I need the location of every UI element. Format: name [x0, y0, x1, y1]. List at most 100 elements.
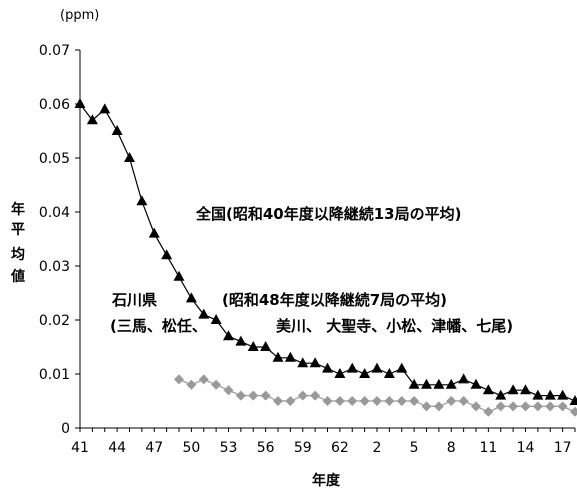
- series-2-point: [557, 401, 568, 412]
- series-1-point: [470, 378, 482, 389]
- series-2-point: [186, 379, 197, 390]
- series-2-point: [532, 401, 543, 412]
- series-markers: [74, 98, 577, 417]
- x-tick-label: 2: [373, 440, 382, 456]
- series-1-point: [544, 389, 556, 400]
- series-1-point: [284, 351, 296, 362]
- series-1-point: [396, 362, 408, 373]
- series-2-point: [359, 396, 370, 406]
- x-tick-label: 47: [145, 440, 163, 456]
- y-axis-label-char-2: 平: [11, 222, 25, 238]
- series-2-point: [223, 385, 234, 396]
- series-1-point: [210, 314, 222, 324]
- y-tick-label: 0.01: [39, 367, 70, 383]
- x-tick-label: 17: [554, 440, 572, 456]
- annotation-ishikawa-stations-a: (三馬、松任、: [110, 317, 207, 335]
- axes: [79, 50, 575, 429]
- series-1-point: [520, 384, 531, 395]
- y-tick-label: 0.07: [39, 43, 70, 59]
- series-2-point: [211, 379, 222, 390]
- series-2-point: [458, 396, 469, 406]
- series-1-point: [136, 195, 148, 206]
- series-1-point: [173, 270, 185, 281]
- series-2-point: [248, 390, 259, 401]
- series-2-point: [396, 396, 407, 406]
- series-2-point: [372, 396, 382, 406]
- series-1-point: [421, 378, 432, 389]
- x-tick-label: 41: [71, 440, 89, 456]
- x-tick-label: 11: [479, 440, 497, 456]
- series-line-1: [79, 103, 576, 402]
- series-2-point: [198, 374, 209, 385]
- series-1-point: [445, 378, 457, 389]
- y-tick-label: 0.06: [39, 97, 70, 113]
- y-tick-label: 0.03: [39, 259, 70, 275]
- annotation-ishikawa-stations-count: (昭和48年度以降継続7局の平均): [222, 291, 448, 309]
- series-1-point: [495, 389, 507, 400]
- series-2-point: [322, 396, 333, 406]
- series-1-point: [346, 362, 358, 373]
- series-1-point: [408, 378, 420, 389]
- series-1-point: [507, 384, 519, 395]
- x-tick-label: 59: [294, 440, 312, 456]
- series-1-point: [185, 292, 197, 303]
- series-1-point: [260, 341, 272, 351]
- series-2-point: [483, 406, 494, 417]
- series-2-point: [260, 390, 271, 401]
- series-2-point: [347, 396, 358, 406]
- y-tick-label: 0: [61, 421, 70, 437]
- x-tick-label: 53: [220, 440, 238, 456]
- series-2-point: [433, 401, 444, 412]
- y-tick-label: 0.04: [39, 205, 70, 221]
- series-1-point: [86, 114, 98, 125]
- x-tick-label: 14: [517, 440, 535, 456]
- series-2-point: [297, 390, 308, 401]
- series-2-point: [421, 401, 432, 412]
- series-2-point: [570, 406, 577, 417]
- x-tick-label: 62: [331, 440, 349, 456]
- x-tick-label: 44: [108, 440, 126, 456]
- series-1-point: [148, 227, 160, 238]
- series-1-point: [334, 368, 346, 378]
- y-tick-label: 0.02: [39, 313, 70, 329]
- series-1-point: [322, 362, 333, 373]
- series-1-point: [74, 98, 86, 108]
- series-1-point: [359, 368, 371, 378]
- series-1-point: [309, 357, 321, 368]
- x-tick-label: 5: [410, 440, 419, 456]
- y-axis-ticks: 0 0.01 0.02 0.03 0.04 0.05 0.06 0.07: [39, 43, 80, 437]
- y-axis-label-char-1: 年: [11, 202, 25, 218]
- x-tick-label: 8: [447, 440, 456, 456]
- x-axis-ticks: 41 44 47 50 53 56 59 62 2 5 8 11 14 17: [71, 428, 576, 456]
- series-1-point: [247, 341, 259, 351]
- series-1-point: [198, 308, 210, 319]
- x-tick-label: 56: [257, 440, 275, 456]
- series-2-point: [273, 396, 283, 406]
- y-axis-label-char-3: 均: [11, 247, 25, 263]
- x-axis-label: 年度: [312, 473, 340, 489]
- series-1-point: [458, 373, 470, 384]
- y-tick-label: 0.05: [39, 151, 70, 167]
- series-1-point: [111, 125, 123, 135]
- series-1-point: [235, 335, 247, 346]
- series-2-point: [520, 401, 531, 412]
- series-2-point: [508, 401, 519, 412]
- series-2-point: [495, 401, 506, 412]
- y-unit-label: (ppm): [60, 8, 100, 23]
- series-1-point: [161, 249, 173, 260]
- series-1-point: [124, 152, 135, 162]
- annotation-ishikawa-stations-b: 美川、 大聖寺、小松、津幡、七尾): [276, 317, 514, 335]
- annotation-national: 全国(昭和40年度以降継続13局の平均): [196, 205, 462, 223]
- series-2-point: [174, 374, 184, 385]
- series-2-point: [285, 396, 296, 406]
- series-1-point: [557, 389, 569, 400]
- series-2-point: [446, 396, 457, 406]
- y-axis-label-char-4: 値: [11, 269, 25, 285]
- series-2-point: [384, 396, 395, 406]
- series-2-point: [409, 396, 420, 406]
- annotation-ishikawa-title: 石川県: [112, 291, 158, 309]
- series-2-point: [471, 401, 481, 412]
- series-2-point: [334, 396, 345, 406]
- series-2-point: [235, 390, 246, 401]
